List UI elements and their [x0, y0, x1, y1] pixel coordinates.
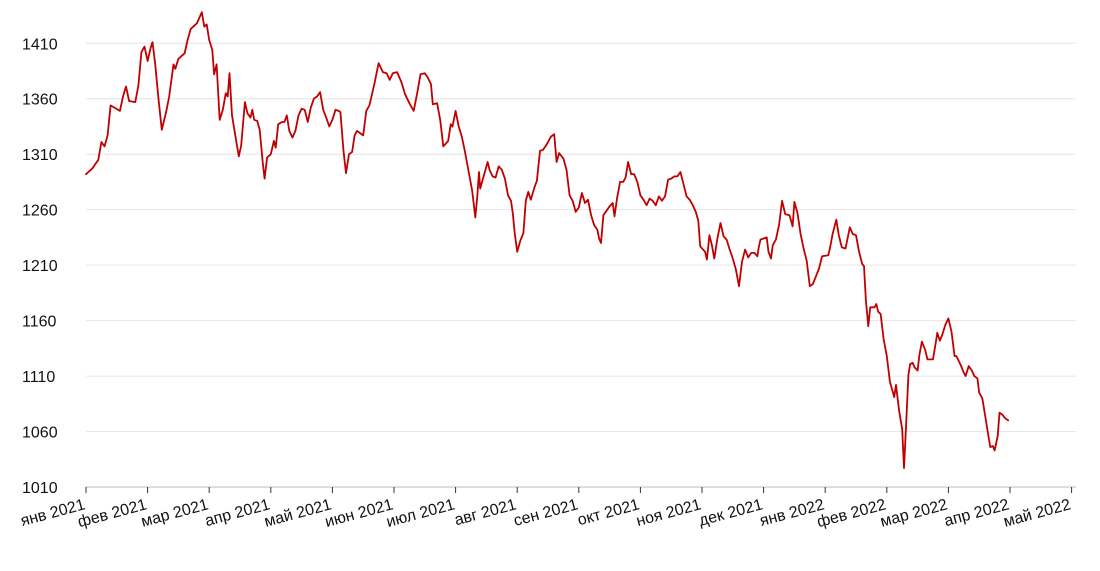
x-tick-label: янв 2021 [19, 496, 87, 530]
y-tick-label: 1310 [22, 147, 58, 164]
y-axis-labels: 1010 1060 1110 1160 1210 1260 1310 1360 1410 [22, 36, 58, 497]
x-tick-label: фев 2021 [76, 496, 149, 531]
x-tick-label: мар 2021 [139, 496, 210, 530]
x-tick-label: фев 2022 [815, 496, 888, 531]
x-tick-label: ноя 2021 [634, 496, 703, 530]
x-tick-label: окт 2021 [576, 496, 642, 529]
y-tick-label: 1260 [22, 203, 58, 220]
x-tick-label: сен 2021 [512, 496, 580, 529]
x-axis [85, 486, 1076, 493]
gridlines [86, 42, 1076, 433]
x-tick-label: апр 2022 [942, 496, 1011, 530]
x-tick-label: апр 2021 [203, 496, 272, 530]
y-tick-label: 1360 [22, 92, 58, 109]
x-tick-label: мар 2022 [879, 496, 950, 530]
series-layer [85, 11, 1010, 469]
y-tick-label: 1410 [22, 36, 58, 53]
y-tick-label: 1160 [22, 314, 57, 331]
x-tick-label: дек 2021 [697, 496, 765, 529]
y-tick-label: 1110 [22, 369, 55, 386]
y-tick-label: 1060 [22, 425, 58, 442]
y-tick-label: 1010 [22, 480, 58, 497]
x-tick-label: июл 2021 [385, 496, 457, 531]
x-tick-label: май 2021 [263, 496, 334, 530]
y-tick-label: 1210 [22, 258, 58, 275]
series-line [85, 11, 1010, 469]
x-tick-label: янв 2022 [758, 496, 826, 530]
x-tick-label: авг 2021 [453, 496, 519, 529]
x-tick-label: май 2022 [1002, 496, 1073, 530]
